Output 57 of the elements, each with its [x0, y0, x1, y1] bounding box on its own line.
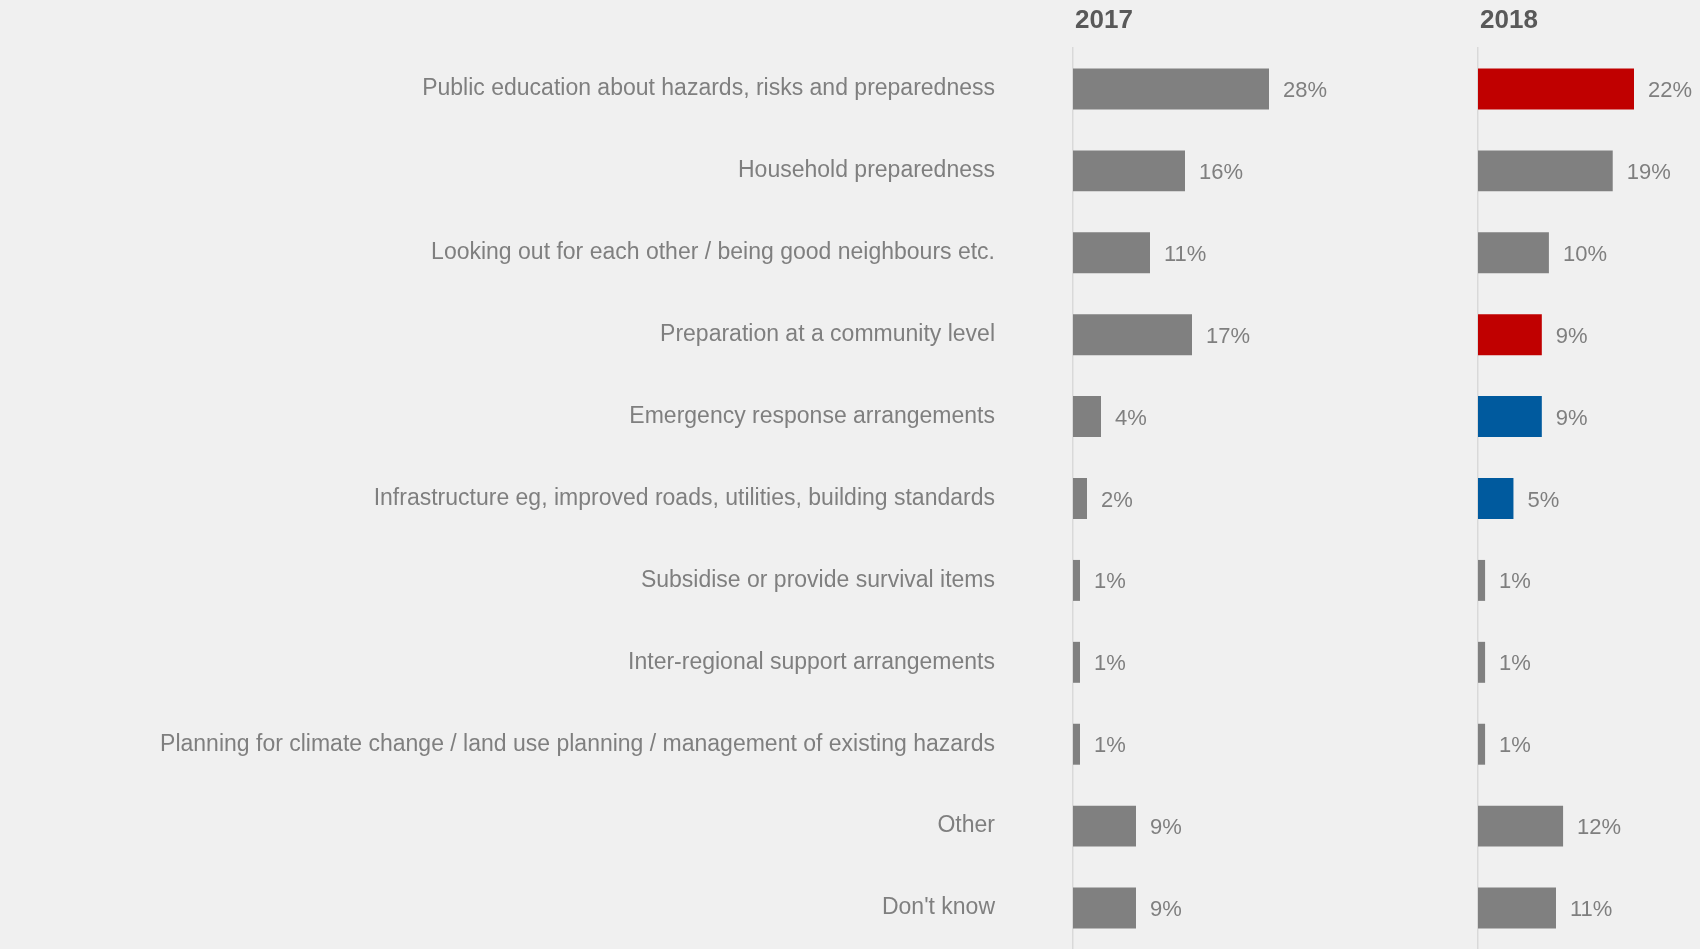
data-label: 10%	[1562, 240, 1607, 266]
data-label: 5%	[1527, 486, 1560, 512]
y-tick-label: Emergency response arrangements	[629, 401, 995, 428]
bar	[1073, 641, 1080, 683]
data-label: 9%	[1555, 322, 1588, 348]
bar	[1073, 805, 1136, 847]
data-label: 1%	[1094, 568, 1126, 594]
y-tick-label: Subsidise or provide survival items	[640, 565, 995, 592]
data-label: 1%	[1499, 568, 1531, 594]
bar	[1478, 150, 1613, 192]
y-tick-label: Planning for climate change / land use planning / management of existing hazards	[160, 729, 995, 756]
y-tick-label: Preparation at a community level	[660, 320, 995, 347]
bar	[1073, 478, 1087, 519]
chart-title: 2018	[1480, 4, 1538, 34]
data-label: 1%	[1499, 650, 1531, 676]
y-tick-label: Infrastructure eg, improved roads, utilities, building standards	[373, 483, 995, 510]
bar	[1478, 314, 1542, 356]
bar	[1073, 887, 1136, 929]
data-label: 11%	[1164, 240, 1207, 266]
bar	[1073, 150, 1185, 192]
bar	[1478, 805, 1564, 847]
data-label: 9%	[1150, 814, 1182, 840]
bar	[1073, 559, 1080, 601]
data-label: 22%	[1648, 77, 1693, 103]
data-label: 1%	[1094, 650, 1126, 676]
data-label: 19%	[1626, 158, 1671, 184]
data-label: 9%	[1555, 404, 1588, 430]
y-tick-label: Don't know	[881, 893, 996, 920]
bar	[1073, 314, 1192, 356]
y-tick-label: Public education about hazards, risks and preparedness	[422, 74, 995, 101]
bar	[1478, 68, 1634, 110]
y-tick-label: Other	[937, 811, 996, 838]
data-label: 16%	[1199, 158, 1244, 184]
data-label: 9%	[1150, 896, 1182, 922]
bar	[1478, 232, 1549, 274]
y-tick-label: Inter-regional support arrangements	[628, 647, 995, 674]
bar	[1073, 68, 1269, 110]
data-label: 17%	[1206, 322, 1251, 348]
data-label: 28%	[1283, 77, 1328, 103]
bar	[1478, 478, 1514, 519]
bar	[1478, 723, 1486, 765]
y-tick-label: Household preparedness	[737, 156, 995, 183]
bar	[1073, 232, 1150, 274]
chart-title: 2017	[1075, 4, 1133, 34]
data-label: 2%	[1101, 486, 1133, 512]
data-label: 1%	[1499, 732, 1531, 758]
bar	[1073, 723, 1080, 765]
bar	[1478, 559, 1486, 601]
bar	[1478, 641, 1486, 683]
bar	[1478, 887, 1556, 929]
data-label: 11%	[1570, 896, 1613, 922]
data-label: 12%	[1577, 814, 1622, 840]
data-label: 4%	[1115, 404, 1147, 430]
bar	[1478, 396, 1542, 438]
bar	[1073, 396, 1101, 438]
data-label: 1%	[1094, 732, 1126, 758]
y-tick-label: Looking out for each other / being good neighbours etc.	[431, 238, 995, 265]
